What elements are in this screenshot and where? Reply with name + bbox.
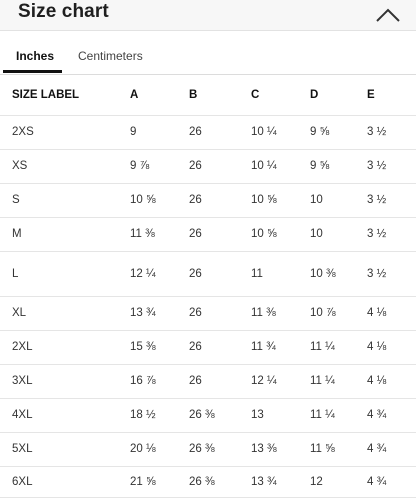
cell-c: 13 <box>251 409 264 421</box>
cell-e: 4 ⅛ <box>367 341 387 353</box>
cell-b: 26 <box>189 341 202 353</box>
cell-e: 4 ¾ <box>367 475 387 488</box>
cell-c: 11 ¾ <box>251 341 276 353</box>
tab-centimeters[interactable]: Centimeters <box>78 49 143 63</box>
table-row: M 11 ⅜ 26 10 ⅝ 10 3 ½ <box>0 217 416 252</box>
active-tab-indicator <box>3 70 62 73</box>
table-row: XS 9 ⅞ 26 10 ¼ 9 ⅝ 3 ½ <box>0 149 416 184</box>
cell-c: 11 ⅜ <box>251 307 276 319</box>
cell-b: 26 ⅜ <box>189 443 215 455</box>
column-header-a: A <box>130 89 139 101</box>
cell-c: 11 <box>251 267 263 280</box>
cell-size: 3XL <box>12 375 33 387</box>
cell-b: 26 ⅜ <box>189 475 215 488</box>
cell-a: 21 ⅝ <box>130 475 156 488</box>
cell-e: 3 ½ <box>367 194 387 206</box>
cell-e: 4 ¾ <box>367 443 387 455</box>
cell-d: 12 <box>310 475 323 488</box>
column-header-b: B <box>189 89 198 101</box>
cell-d: 9 ⅝ <box>310 160 330 172</box>
cell-e: 4 ⅛ <box>367 375 387 387</box>
cell-d: 11 ¼ <box>310 375 335 387</box>
cell-size: 2XS <box>12 126 34 138</box>
size-table: SIZE LABEL A B C D E 2XS 9 26 10 ¼ 9 ⅝ 3 ½ XS 9 ⅞ 26 10… <box>0 75 416 498</box>
table-row: 4XL 18 ½ 26 ⅜ 13 11 ¼ 4 ¾ <box>0 398 416 433</box>
cell-c: 12 ¼ <box>251 375 277 387</box>
column-header-size: SIZE LABEL <box>12 89 80 101</box>
table-row: 2XL 15 ⅜ 26 11 ¾ 11 ¼ 4 ⅛ <box>0 330 416 365</box>
cell-size: 5XL <box>12 443 33 455</box>
cell-e: 4 ¾ <box>367 409 387 421</box>
column-header-c: C <box>251 89 260 101</box>
chevron-up-icon <box>376 8 400 22</box>
cell-b: 26 <box>189 160 202 172</box>
cell-c: 10 ¼ <box>251 160 277 172</box>
cell-c: 13 ¾ <box>251 475 277 488</box>
column-header-e: E <box>367 89 375 101</box>
cell-size: XL <box>12 307 27 319</box>
cell-a: 11 ⅜ <box>130 228 155 240</box>
table-row: XL 13 ¾ 26 11 ⅜ 10 ⅞ 4 ⅛ <box>0 296 416 331</box>
table-row: L 12 ¼ 26 11 10 ⅜ 3 ½ <box>0 251 416 297</box>
table-header-row: SIZE LABEL A B C D E <box>0 75 416 116</box>
cell-b: 26 <box>189 194 202 206</box>
cell-a: 20 ⅛ <box>130 443 156 455</box>
cell-d: 10 <box>310 194 323 206</box>
cell-c: 10 ¼ <box>251 126 277 138</box>
cell-d: 11 ¼ <box>310 341 335 353</box>
cell-e: 4 ⅛ <box>367 307 387 319</box>
cell-d: 10 ⅜ <box>310 267 336 280</box>
cell-b: 26 <box>189 375 202 387</box>
cell-size: 4XL <box>12 409 33 421</box>
cell-size: S <box>12 194 20 206</box>
cell-a: 15 ⅜ <box>130 341 156 353</box>
cell-a: 18 ½ <box>130 409 156 421</box>
table-row: 6XL 21 ⅝ 26 ⅜ 13 ¾ 12 4 ¾ <box>0 466 416 498</box>
cell-size: 6XL <box>12 475 33 488</box>
column-header-d: D <box>310 89 319 101</box>
cell-b: 26 <box>189 228 202 240</box>
cell-size: 2XL <box>12 341 33 353</box>
cell-d: 10 ⅞ <box>310 307 336 319</box>
cell-size: L <box>12 267 19 280</box>
table-row: 2XS 9 26 10 ¼ 9 ⅝ 3 ½ <box>0 115 416 150</box>
cell-b: 26 ⅜ <box>189 409 215 421</box>
cell-a: 12 ¼ <box>130 267 156 280</box>
cell-c: 13 ⅜ <box>251 443 277 455</box>
table-row: 5XL 20 ⅛ 26 ⅜ 13 ⅜ 11 ⅝ 4 ¾ <box>0 432 416 467</box>
cell-c: 10 ⅝ <box>251 228 277 240</box>
collapse-button[interactable] <box>370 0 406 30</box>
cell-d: 10 <box>310 228 323 240</box>
cell-size: M <box>12 228 22 240</box>
cell-e: 3 ½ <box>367 126 387 138</box>
cell-d: 11 ¼ <box>310 409 335 421</box>
table-row: 3XL 16 ⅞ 26 12 ¼ 11 ¼ 4 ⅛ <box>0 364 416 399</box>
size-chart-header[interactable]: Size chart <box>0 0 416 31</box>
tab-inches[interactable]: Inches <box>16 49 55 63</box>
cell-e: 3 ½ <box>367 228 387 240</box>
cell-b: 26 <box>189 307 202 319</box>
cell-b: 26 <box>189 267 202 280</box>
cell-a: 9 ⅞ <box>130 160 150 172</box>
cell-c: 10 ⅝ <box>251 194 277 206</box>
cell-e: 3 ½ <box>367 160 387 172</box>
cell-d: 11 ⅝ <box>310 443 335 455</box>
unit-tabs: Inches Centimeters <box>0 31 416 75</box>
cell-b: 26 <box>189 126 202 138</box>
table-row: S 10 ⅝ 26 10 ⅝ 10 3 ½ <box>0 183 416 218</box>
cell-a: 10 ⅝ <box>130 194 156 206</box>
cell-d: 9 ⅝ <box>310 126 330 138</box>
cell-a: 9 <box>130 126 137 138</box>
cell-size: XS <box>12 160 28 172</box>
cell-a: 16 ⅞ <box>130 375 156 387</box>
cell-a: 13 ¾ <box>130 307 156 319</box>
size-chart-title: Size chart <box>18 1 109 22</box>
cell-e: 3 ½ <box>367 267 387 280</box>
